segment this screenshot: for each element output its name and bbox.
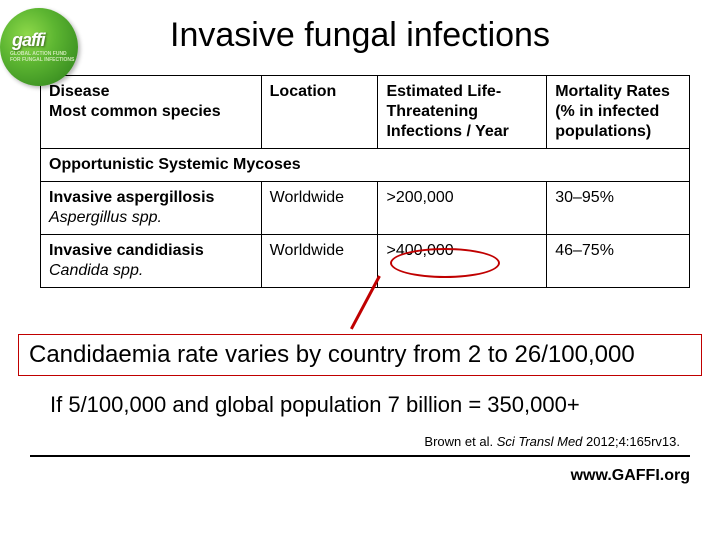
cell-infections: >200,000 bbox=[378, 182, 547, 235]
cell-mortality: 46–75% bbox=[547, 235, 690, 288]
logo-main-text: gaffi bbox=[12, 30, 45, 51]
header-infections: Estimated Life-Threatening Infections / … bbox=[378, 76, 547, 149]
cell-location: Worldwide bbox=[261, 182, 378, 235]
cell-disease: Invasive aspergillosis Aspergillus spp. bbox=[41, 182, 262, 235]
disease-name: Invasive aspergillosis bbox=[49, 189, 214, 206]
cell-mortality: 30–95% bbox=[547, 182, 690, 235]
calculation-text: If 5/100,000 and global population 7 bil… bbox=[50, 392, 680, 418]
footer-url: www.GAFFI.org bbox=[0, 467, 690, 485]
species-name: Aspergillus spp. bbox=[49, 209, 162, 226]
logo-sub-text: GLOBAL ACTION FUND FOR FUNGAL INFECTIONS bbox=[10, 52, 78, 63]
cell-disease: Invasive candidiasis Candida spp. bbox=[41, 235, 262, 288]
citation-authors: Brown et al. bbox=[424, 434, 496, 449]
header-disease-line2: Most common species bbox=[49, 103, 221, 120]
section-label: Opportunistic Systemic Mycoses bbox=[41, 149, 690, 182]
divider bbox=[30, 455, 690, 457]
callout-box: Candidaemia rate varies by country from … bbox=[18, 334, 702, 376]
table-section-row: Opportunistic Systemic Mycoses bbox=[41, 149, 690, 182]
cell-location: Worldwide bbox=[261, 235, 378, 288]
logo: gaffi GLOBAL ACTION FUND FOR FUNGAL INFE… bbox=[0, 8, 90, 98]
table-header-row: Disease Most common species Location Est… bbox=[41, 76, 690, 149]
citation: Brown et al. Sci Transl Med 2012;4:165rv… bbox=[0, 434, 680, 449]
species-name: Candida spp. bbox=[49, 262, 143, 279]
citation-rest: 2012;4:165rv13. bbox=[582, 434, 680, 449]
infections-table: Disease Most common species Location Est… bbox=[40, 75, 690, 288]
header-location: Location bbox=[261, 76, 378, 149]
header-mortality: Mortality Rates (% in infected populatio… bbox=[547, 76, 690, 149]
citation-journal: Sci Transl Med bbox=[497, 434, 583, 449]
table-row: Invasive candidiasis Candida spp. Worldw… bbox=[41, 235, 690, 288]
disease-name: Invasive candidiasis bbox=[49, 242, 204, 259]
logo-circle: gaffi GLOBAL ACTION FUND FOR FUNGAL INFE… bbox=[0, 8, 78, 86]
slide-title: Invasive fungal infections bbox=[0, 0, 720, 75]
table-row: Invasive aspergillosis Aspergillus spp. … bbox=[41, 182, 690, 235]
cell-infections: >400,000 bbox=[378, 235, 547, 288]
